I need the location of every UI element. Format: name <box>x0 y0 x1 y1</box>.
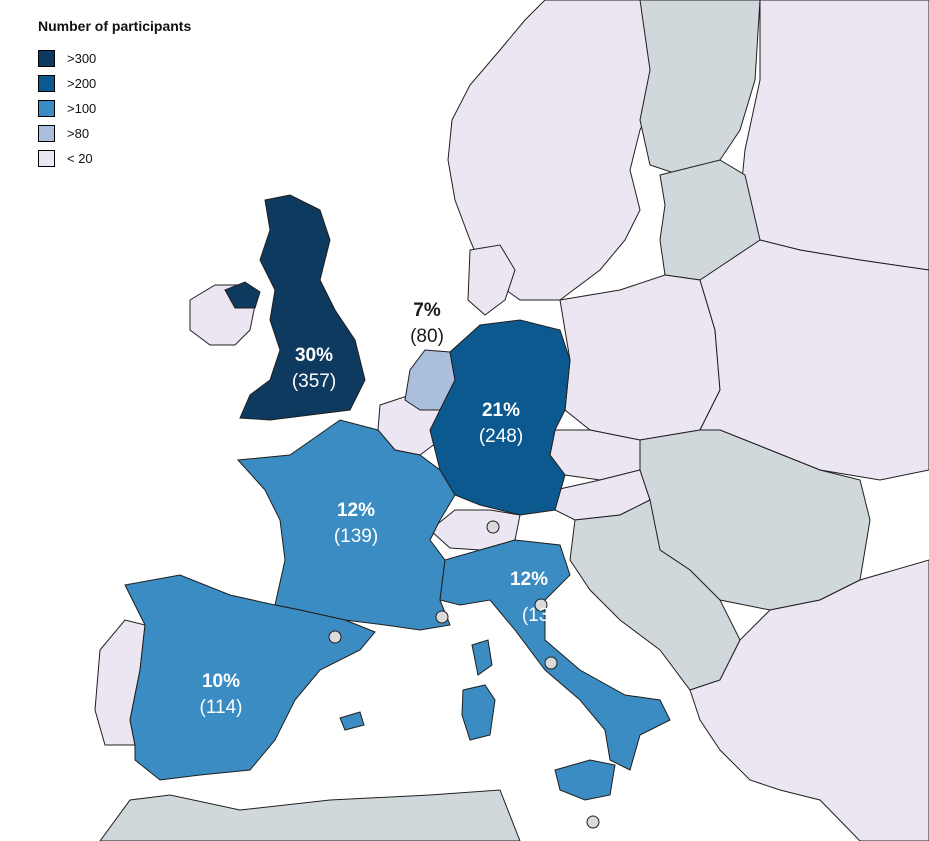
legend-swatch <box>38 125 55 142</box>
city-marker <box>586 815 600 829</box>
legend-label: >200 <box>67 76 97 91</box>
legend-swatch <box>38 100 55 117</box>
region-germany <box>429 319 571 516</box>
legend-label: >300 <box>67 51 97 66</box>
legend-swatch <box>38 150 55 167</box>
region-sardinia <box>461 684 496 741</box>
region-sicily <box>554 759 616 801</box>
label-italy: 12% (139) <box>510 567 567 629</box>
uk-percentage: 30% <box>294 345 334 366</box>
region-belarus-ukraine <box>699 239 929 481</box>
germany-percentage: 21% <box>481 400 521 421</box>
netherlands-count: (80) <box>410 326 444 347</box>
germany-count: (248) <box>478 426 524 447</box>
region-balearic <box>339 711 365 731</box>
region-northern-ireland <box>224 281 261 309</box>
region-uk <box>239 194 366 421</box>
region-poland <box>559 274 721 441</box>
label-france: 12% (139) <box>334 498 378 550</box>
legend-label: < 20 <box>67 151 93 166</box>
region-greece <box>689 559 929 841</box>
region-spain <box>124 574 376 781</box>
legend-label: >80 <box>67 126 90 141</box>
city-marker <box>534 598 548 612</box>
legend-item: >100 <box>38 96 278 121</box>
spain-count: (114) <box>199 697 243 718</box>
region-denmark <box>467 244 516 316</box>
region-north-africa <box>99 789 521 841</box>
label-netherlands: 7% (80) <box>410 298 444 350</box>
italy-percentage: 12% <box>509 569 549 590</box>
legend-item: >200 <box>38 71 278 96</box>
legend-item: < 20 <box>38 146 278 171</box>
netherlands-percentage: 7% <box>413 300 441 321</box>
france-count: (139) <box>333 526 379 547</box>
legend-swatch <box>38 75 55 92</box>
label-spain: 10% (114) <box>200 669 243 721</box>
label-uk: 30% (357) <box>292 343 336 395</box>
legend-title: Number of participants <box>38 18 192 34</box>
city-marker <box>544 656 558 670</box>
legend-swatch <box>38 50 55 67</box>
city-marker <box>328 630 342 644</box>
region-switzerland <box>429 509 521 551</box>
city-marker <box>486 520 500 534</box>
region-russia-north <box>739 0 929 271</box>
legend-item: >80 <box>38 121 278 146</box>
legend-label: >100 <box>67 101 97 116</box>
legend-item: >300 <box>38 46 278 71</box>
label-germany: 21% (248) <box>479 398 523 450</box>
legend: Number of participants >300 >200 >100 >8… <box>30 12 286 177</box>
region-corsica <box>471 639 493 676</box>
uk-count: (357) <box>291 371 337 392</box>
region-italy <box>439 539 671 771</box>
spain-percentage: 10% <box>201 671 241 692</box>
italy-count: (139) <box>521 605 567 626</box>
france-percentage: 12% <box>336 500 376 521</box>
city-marker <box>435 610 449 624</box>
